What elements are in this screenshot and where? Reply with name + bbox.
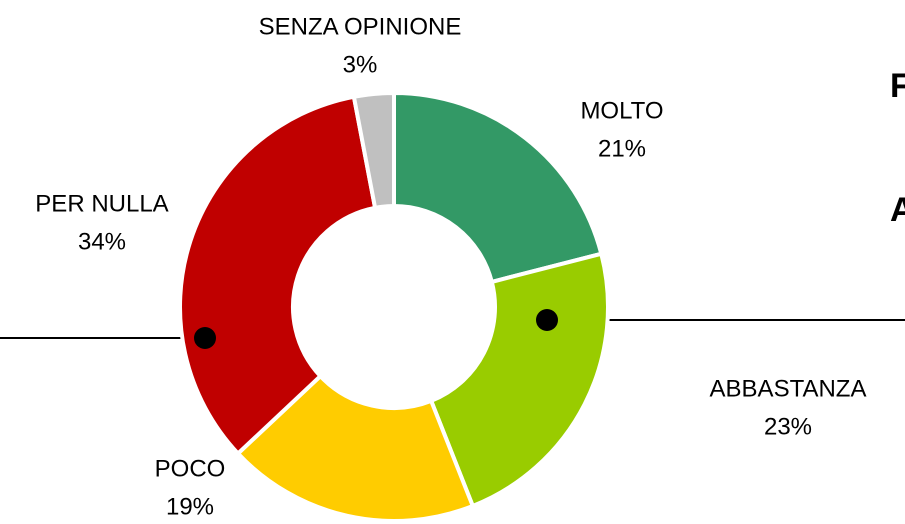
annotation: A	[890, 191, 905, 229]
donut-slice	[235, 373, 476, 523]
slice-label: PER NULLA	[35, 190, 168, 217]
annotation: F	[890, 67, 905, 105]
connector-dot	[536, 309, 558, 331]
slice-label: POCO	[155, 455, 226, 482]
donut-slice	[428, 251, 610, 509]
value-label: 23%	[764, 413, 812, 440]
value-label: 3%	[343, 51, 378, 78]
value-label: 21%	[598, 135, 646, 162]
slice-label: ABBASTANZA	[710, 375, 867, 402]
value-label: 34%	[78, 228, 126, 255]
slice-label: SENZA OPINIONE	[259, 13, 462, 40]
connector-dot	[194, 327, 216, 349]
donut-slice	[178, 94, 378, 457]
donut-slice	[392, 90, 604, 285]
donut-slice	[351, 90, 396, 211]
value-label: 19%	[166, 493, 214, 520]
slice-label: MOLTO	[580, 97, 663, 124]
